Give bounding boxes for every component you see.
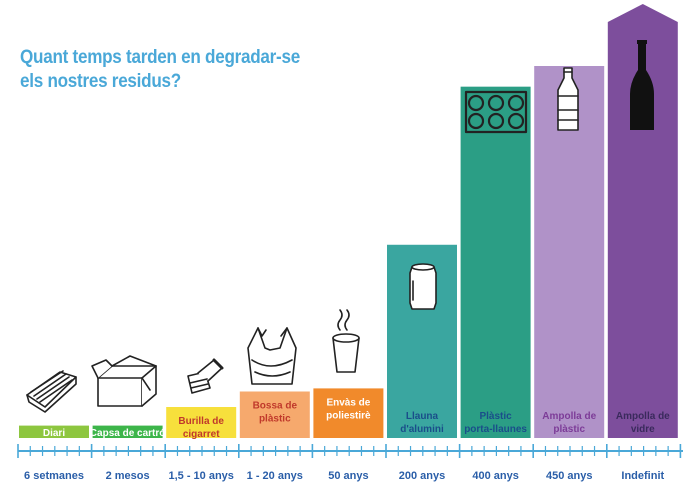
six-pack-rings-icon <box>464 90 528 134</box>
duration-label: 200 anys <box>399 470 445 482</box>
bar <box>607 4 678 438</box>
glass-bottle-cap <box>637 40 647 44</box>
bar-label: plàstic <box>259 414 291 425</box>
bar-label: porta-llaunes <box>464 424 527 435</box>
bar <box>313 388 384 438</box>
newspaper-icon <box>26 370 77 413</box>
duration-label: 6 setmanes <box>24 470 84 482</box>
cardboard-box-icon <box>91 355 157 407</box>
cigarette-butt-icon <box>187 358 224 394</box>
duration-label: 2 mesos <box>106 470 150 482</box>
duration-label: 450 anys <box>546 470 592 482</box>
bar-label: cigarret <box>183 429 220 440</box>
bar-label: Burilla de <box>178 416 224 427</box>
chart-title-line-1: Quant temps tarden en degradar-se <box>20 47 300 68</box>
chart-title: Quant temps tarden en degradar-se els no… <box>20 46 317 94</box>
glass-bottle-icon <box>630 40 654 130</box>
bar-label: Capsa de cartró <box>90 428 166 439</box>
bar <box>166 407 237 438</box>
bar <box>239 391 310 438</box>
duration-label: 50 anys <box>328 470 368 482</box>
bar-label: Envàs de <box>326 397 370 408</box>
chart-title-line-2: els nostres residus? <box>20 71 181 92</box>
duration-label: 1,5 - 10 anys <box>168 470 233 482</box>
plastic-bag-icon <box>247 327 297 385</box>
bar <box>92 425 163 438</box>
bar-label: poliestirè <box>326 410 371 421</box>
glass-bottle-shape <box>630 44 654 130</box>
bar <box>460 86 531 439</box>
bar-label: d'alumini <box>400 424 444 435</box>
aluminium-can-icon <box>409 263 437 310</box>
bar-label: plàstic <box>553 424 585 435</box>
duration-label: 400 anys <box>472 470 518 482</box>
duration-label: 1 - 20 anys <box>247 470 303 482</box>
bar-label: Ampolla de <box>542 411 596 422</box>
bar <box>19 425 89 438</box>
bar-label: Diari <box>43 428 65 439</box>
foam-cup-icon <box>332 309 360 373</box>
bar-label: vidre <box>631 424 655 435</box>
bar-label: Bossa de <box>253 401 298 412</box>
bar-label: Plàstic <box>479 411 512 422</box>
bar-label: Ampolla de <box>616 411 670 422</box>
plastic-bottle-icon <box>557 67 579 131</box>
duration-label: Indefinit <box>621 470 664 482</box>
bar-label: Llauna <box>406 411 439 422</box>
